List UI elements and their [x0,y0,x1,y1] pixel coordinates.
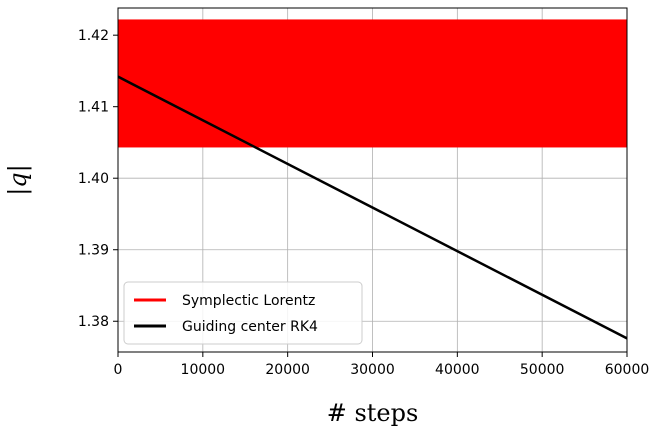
legend: Symplectic Lorentz Guiding center RK4 [123,281,363,345]
y-tick-label: 1.42 [78,28,109,44]
x-tick-label: 60000 [605,362,650,378]
x-tick-label: 10000 [181,362,226,378]
x-tick-label: 40000 [435,362,480,378]
x-tick-label: 0 [114,362,123,378]
x-axis-title: # steps [327,399,419,427]
legend-label: Symplectic Lorentz [182,293,315,309]
x-tick-label: 30000 [350,362,395,378]
series-symplectic-lorentz [118,19,627,148]
guiding-center-rk4-line [117,75,628,340]
y-axis-title: |q| [4,164,33,196]
x-tick-label: 50000 [520,362,565,378]
x-axis: 0 10000 20000 30000 40000 50000 60000 [114,352,650,378]
symplectic-lorentz-band [118,19,627,148]
legend-label: Guiding center RK4 [182,319,318,335]
y-tick-label: 1.39 [78,243,109,259]
legend-box [123,281,363,345]
y-tick-label: 1.40 [78,171,109,187]
y-axis: 1.38 1.39 1.40 1.41 1.42 [78,28,118,330]
y-tick-label: 1.38 [78,314,109,330]
series-guiding-center-rk4 [117,75,628,340]
y-tick-label: 1.41 [78,100,109,116]
x-tick-label: 20000 [265,362,310,378]
